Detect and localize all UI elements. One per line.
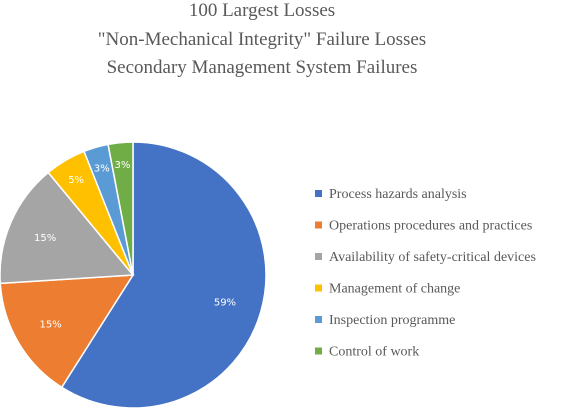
- legend-item-availability-of-safety-critical-devices: Availability of safety-critical devices: [315, 250, 536, 265]
- legend-item-inspection-programme: Inspection programme: [315, 313, 455, 328]
- data-label-inspection-programme: 3%: [94, 164, 110, 175]
- pie-slice-control-of-work: [107, 141, 134, 276]
- data-label-management-of-change: 5%: [68, 175, 84, 186]
- data-label-availability-of-safety-critical-devices: 15%: [34, 233, 56, 244]
- legend-label-control-of-work: Control of work: [329, 345, 419, 360]
- legend-swatch-inspection-programme: [315, 316, 322, 323]
- legend-label-management-of-change: Management of change: [329, 282, 460, 297]
- legend-swatch-control-of-work: [315, 347, 322, 355]
- legend-item-operations-procedures-and-practices: Operations procedures and practices: [315, 219, 532, 234]
- legend-label-availability-of-safety-critical-devices: Availability of safety-critical devices: [329, 250, 536, 265]
- data-label-operations-procedures-and-practices: 15%: [39, 320, 61, 331]
- data-label-control-of-work: 3%: [115, 160, 131, 171]
- chart-title-line-3: Secondary Management System Failures: [107, 57, 418, 78]
- chart-legend: Process hazards analysis Operations proce…: [315, 187, 536, 360]
- legend-swatch-process-hazards-analysis: [315, 190, 322, 197]
- chart-title-line-2: "Non-Mechanical Integrity" Failure Losse…: [98, 29, 426, 50]
- pie-slice-operations-procedures-and-practices: [0, 274, 135, 389]
- legend-label-operations-procedures-and-practices: Operations procedures and practices: [329, 219, 532, 234]
- legend-label-inspection-programme: Inspection programme: [329, 313, 455, 328]
- chart-title: 100 Largest Losses "Non-Mechanical Integ…: [98, 0, 426, 78]
- pie-slice-availability-of-safety-critical-devices: [0, 171, 135, 285]
- data-label-process-hazards-analysis: 59%: [214, 298, 236, 309]
- pie-slice-process-hazards-analysis: [60, 141, 267, 409]
- legend-item-management-of-change: Management of change: [315, 282, 460, 297]
- pie-slices: [0, 141, 267, 409]
- chart-title-line-1: 100 Largest Losses: [189, 0, 335, 21]
- legend-swatch-management-of-change: [315, 284, 322, 292]
- legend-label-process-hazards-analysis: Process hazards analysis: [329, 187, 467, 202]
- legend-item-control-of-work: Control of work: [315, 345, 419, 360]
- legend-item-process-hazards-analysis: Process hazards analysis: [315, 187, 467, 202]
- legend-swatch-availability-of-safety-critical-devices: [315, 253, 322, 260]
- pie-data-labels: 59% 15% 15% 5% 3% 3%: [34, 160, 236, 331]
- legend-swatch-operations-procedures-and-practices: [315, 221, 322, 229]
